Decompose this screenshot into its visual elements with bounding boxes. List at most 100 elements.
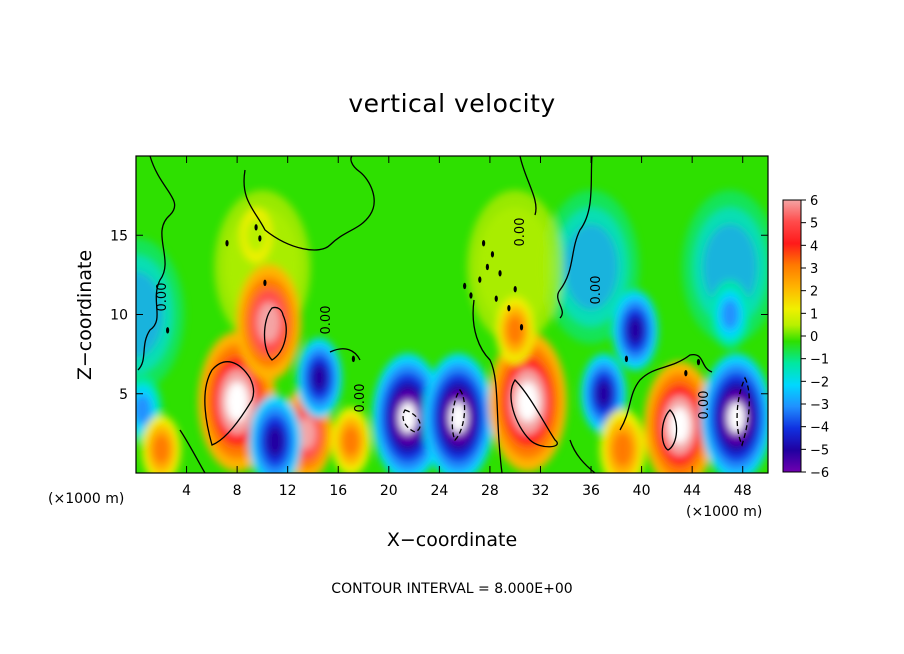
noise-cell [482, 239, 486, 247]
y-tick-label: 5 [119, 387, 128, 403]
x-tick-label: 48 [734, 483, 752, 499]
x-tick-label: 20 [380, 483, 398, 499]
colorbar-tick-label: 4 [810, 239, 818, 254]
x-tick-label: 28 [481, 483, 499, 499]
x-axis-title: X−coordinate [387, 529, 517, 551]
x-tick-label: 8 [233, 483, 242, 499]
noise-cell [624, 355, 629, 363]
x-tick-label: 40 [633, 483, 651, 499]
contour-line-negative [402, 409, 421, 433]
contour-line [519, 156, 537, 216]
noise-cell [684, 369, 688, 377]
colorbar-tick-label: 3 [810, 262, 818, 277]
contour-line [619, 354, 713, 431]
small-cells [166, 224, 701, 377]
contour-line [263, 306, 287, 361]
contour-label: 0.00 [697, 391, 712, 420]
y-axis-title: Z−coordinate [74, 250, 96, 380]
x-unit-left: (×1000 m) [48, 491, 124, 507]
colorbar-tick-label: 2 [810, 285, 818, 300]
noise-cell [513, 285, 517, 293]
x-unit-right: (×1000 m) [686, 504, 762, 520]
field-cell [152, 434, 170, 465]
x-tick-label: 36 [582, 483, 600, 499]
y-tick-label: 10 [110, 308, 128, 324]
colorbar: 6 5 4 3 2 1 0 −1 −2 −3 −4 −5 −6 [782, 194, 829, 481]
noise-cell [351, 355, 356, 363]
x-tick-label: 12 [279, 483, 297, 499]
field-band [703, 223, 757, 310]
colorbar-tick-label: −3 [810, 398, 829, 413]
x-tick-label: 24 [430, 483, 448, 499]
noise-cell [519, 323, 524, 331]
noise-cell [225, 239, 229, 247]
contour-interval-note: CONTOUR INTERVAL = 8.000E+00 [331, 581, 572, 597]
colorbar-tick-label: −5 [810, 443, 829, 458]
x-tick-label: 4 [182, 483, 191, 499]
x-tick-label: 32 [532, 483, 550, 499]
colorbar-tick-label: −4 [810, 421, 829, 436]
contour-label: 0.00 [353, 384, 368, 413]
contour-line [243, 156, 375, 251]
contour-line [204, 361, 255, 446]
noise-cell [254, 224, 258, 231]
noise-cell [469, 292, 473, 299]
contour-label: 0.00 [513, 218, 528, 247]
field-cell [399, 402, 417, 434]
contour-line [661, 409, 678, 451]
y-tick-label: 15 [110, 228, 128, 244]
contour-line [179, 429, 206, 473]
contour-line [557, 156, 593, 319]
field-cell [595, 379, 612, 408]
noise-cell [490, 251, 495, 258]
contour-label: 0.00 [589, 276, 604, 305]
contour-line-negative [451, 388, 466, 442]
field-cell [627, 316, 644, 345]
noise-cell [507, 304, 511, 312]
contour-line [472, 299, 503, 473]
noise-cell [696, 358, 701, 366]
field-cell [257, 302, 280, 343]
contour-line [137, 156, 176, 371]
field-cell [245, 218, 267, 253]
x-axis: 4 8 12 16 20 24 28 32 36 40 44 48 [182, 156, 752, 499]
field-cell [342, 426, 360, 457]
field-cell [297, 417, 316, 450]
colorbar-tick-label: −6 [810, 466, 829, 481]
field-cell [516, 381, 539, 422]
contour-labels: 0.00 0.00 0.00 0.00 0.00 0.00 [155, 218, 712, 420]
field-cell [265, 425, 285, 458]
noise-cell [463, 282, 467, 290]
chart-title: vertical velocity [348, 89, 555, 118]
colorbar-ticks: 6 5 4 3 2 1 0 −1 −2 −3 −4 −5 −6 [801, 194, 829, 481]
noise-cell [166, 327, 170, 334]
field-band [564, 223, 618, 310]
contour-label: 0.00 [155, 283, 170, 312]
contour-line [329, 348, 361, 361]
field-cell [612, 431, 633, 468]
colorbar-tick-label: 6 [810, 194, 818, 209]
noise-cell [478, 276, 482, 283]
field-cell [311, 363, 328, 392]
field-cell [136, 394, 152, 425]
noise-cell [498, 270, 502, 277]
contour-line-negative [736, 376, 750, 447]
plot-area [136, 156, 768, 473]
zero-contours [137, 156, 750, 473]
y-axis: 5 10 15 [110, 228, 768, 403]
colorbar-tick-label: 0 [810, 330, 818, 345]
x-tick-label: 44 [683, 483, 701, 499]
colorbar-tick-label: 1 [810, 307, 818, 322]
contour-line [510, 378, 558, 448]
field-cell [226, 381, 249, 422]
field-cell [506, 315, 524, 346]
noise-cell [485, 263, 489, 271]
colorbar-tick-label: −1 [810, 353, 829, 368]
colorbar-gradient [782, 199, 802, 473]
noise-cell [494, 295, 498, 302]
field-cell [727, 402, 746, 434]
contour-label: 0.00 [319, 306, 334, 335]
colorbar-tick-label: −2 [810, 375, 829, 390]
colorbar-tick-label: 5 [810, 217, 818, 232]
